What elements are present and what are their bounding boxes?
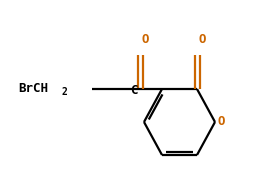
Text: O: O bbox=[141, 33, 149, 46]
Text: O: O bbox=[198, 33, 206, 46]
Text: O: O bbox=[218, 115, 226, 127]
Text: 2: 2 bbox=[61, 87, 67, 97]
Text: BrCH: BrCH bbox=[18, 81, 48, 95]
Text: C: C bbox=[131, 83, 138, 96]
